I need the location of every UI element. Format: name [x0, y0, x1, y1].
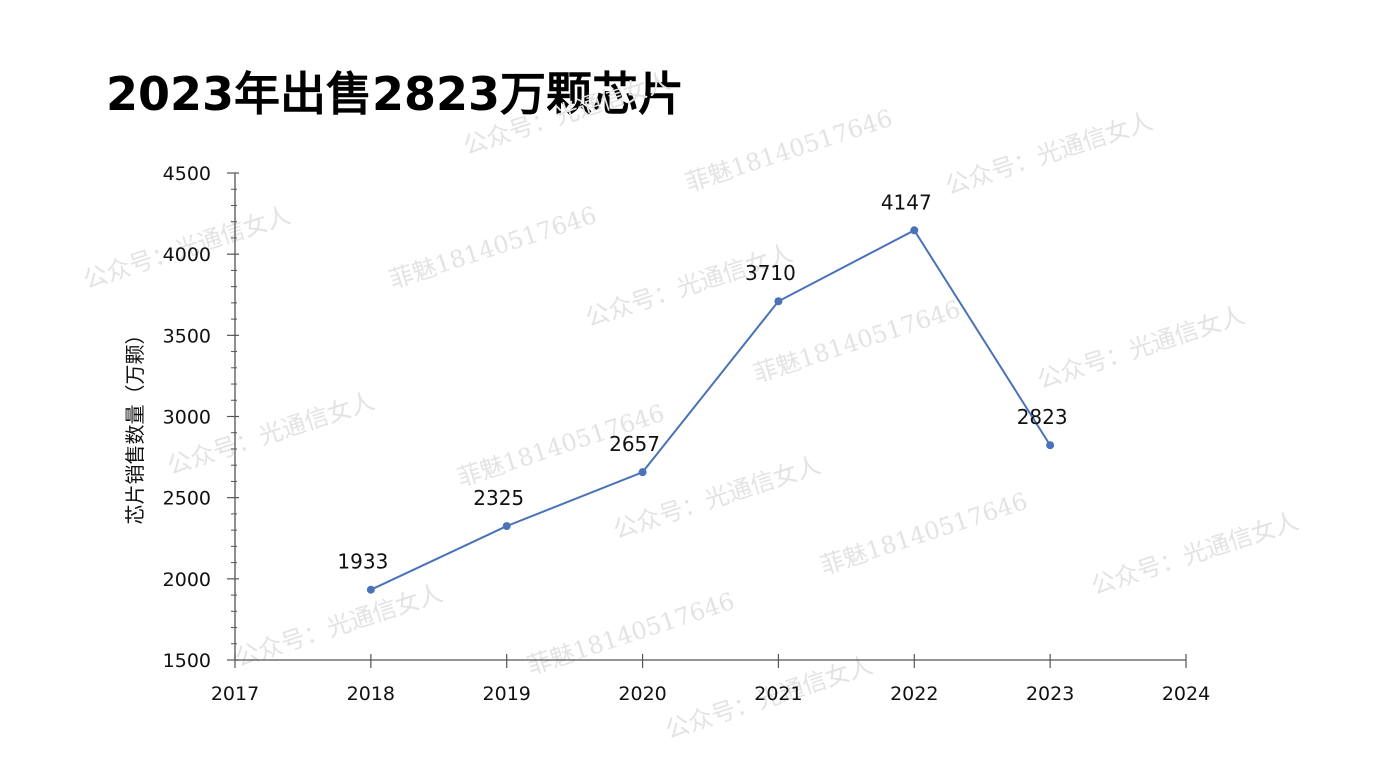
series-line [370, 228, 1051, 591]
y-tick-label: 2500 [163, 488, 211, 510]
x-tick-label: 2023 [1026, 683, 1074, 705]
x-tick-label: 2022 [890, 683, 938, 705]
data-labels: 1933 2325 2657 3710 4147 2823 [337, 190, 1067, 573]
y-tick-label: 2000 [163, 569, 211, 591]
y-tick-label: 3000 [163, 407, 211, 429]
data-point [910, 226, 919, 235]
data-point [1046, 441, 1055, 450]
x-tick-label: 2021 [754, 683, 802, 705]
x-tick-label: 2018 [347, 683, 395, 705]
data-label: 2823 [1017, 405, 1068, 429]
x-tick-label: 2020 [618, 683, 666, 705]
data-point [638, 468, 647, 477]
data-label: 2657 [609, 432, 660, 456]
y-tick-label: 4000 [163, 244, 211, 266]
y-tick-label: 3500 [163, 325, 211, 347]
x-tick-label: 2017 [211, 683, 259, 705]
data-point [502, 522, 511, 531]
data-point [366, 585, 375, 594]
series-layer [366, 226, 1055, 594]
data-label: 4147 [881, 190, 932, 214]
data-point [774, 297, 783, 306]
y-tick-label: 4500 [163, 163, 211, 185]
data-label: 2325 [473, 486, 524, 510]
y-tick-label: 1500 [163, 650, 211, 672]
y-axis-title: 芯片销售数量（万颗） [123, 325, 147, 525]
axes: 1500 2000 2500 3000 3500 4000 4500 2017 2018 2019… [123, 163, 1210, 705]
data-label: 1933 [337, 550, 388, 574]
x-tick-label: 2019 [483, 683, 531, 705]
chart-title: 2023年出售2823万颗芯片 [106, 67, 685, 121]
x-tick-label: 2024 [1162, 683, 1210, 705]
data-label: 3710 [745, 261, 796, 285]
